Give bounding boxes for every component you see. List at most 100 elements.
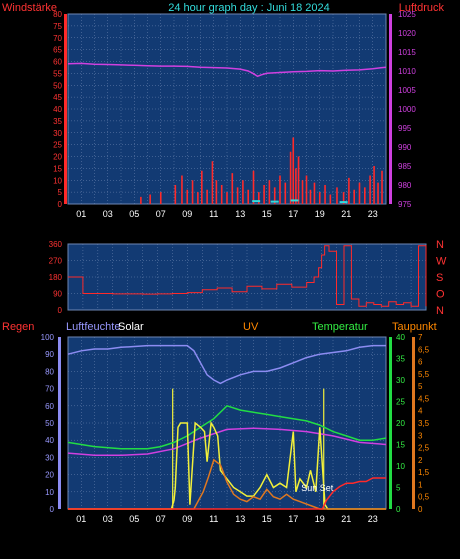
y-tick-label: 5 xyxy=(396,484,401,493)
y-tick-label: 10 xyxy=(45,488,54,497)
y-tick-label: 5 xyxy=(418,382,423,391)
y-tick-label: 40 xyxy=(396,333,405,342)
pressure-axis-bar xyxy=(389,14,392,204)
x-tick-label: 17 xyxy=(288,209,298,219)
y-tick-label: 1015 xyxy=(398,48,416,57)
y-tick-label: 180 xyxy=(49,273,63,282)
y-tick-label: 35 xyxy=(53,117,62,126)
temperature-axis-bar xyxy=(389,337,392,509)
y-tick-label: 3 xyxy=(418,431,423,440)
y-tick-label: 0 xyxy=(418,505,423,514)
y-tick-label: 10 xyxy=(53,176,62,185)
wind-axis-bar xyxy=(64,14,67,204)
x-tick-label: 01 xyxy=(76,514,86,524)
y-tick-label: 1 xyxy=(418,480,423,489)
y-tick-label: 1005 xyxy=(398,86,416,95)
x-tick-label: 21 xyxy=(341,209,351,219)
y-tick-label: 75 xyxy=(53,22,62,31)
y-tick-label: 40 xyxy=(53,105,62,114)
x-tick-label: 13 xyxy=(235,209,245,219)
y-tick-label: 4,5 xyxy=(418,394,430,403)
luftdruck-label: Luftdruck xyxy=(399,2,445,14)
direction-y-axis-ticks: 0 90 180 270 360 xyxy=(49,240,63,315)
x-tick-label: 13 xyxy=(235,514,245,524)
wind-direction-line xyxy=(68,245,427,307)
x-tick-label: 07 xyxy=(156,209,166,219)
y-tick-label: 20 xyxy=(53,153,62,162)
y-tick-label: 0 xyxy=(50,505,55,514)
compass-label: S xyxy=(436,272,443,284)
x-tick-label: 23 xyxy=(368,514,378,524)
x-tick-label: 21 xyxy=(341,514,351,524)
rain-line xyxy=(68,477,386,510)
taupunkt-label: Taupunkt xyxy=(392,321,437,333)
y-tick-label: 5,5 xyxy=(418,370,430,379)
y-tick-label: 60 xyxy=(45,402,54,411)
uv-label: UV xyxy=(243,321,259,333)
humidity-line xyxy=(67,344,386,385)
x-tick-label: 19 xyxy=(315,209,325,219)
x-tick-label: 03 xyxy=(103,209,113,219)
y-tick-label: 10 xyxy=(396,462,405,471)
x-tick-label: 15 xyxy=(262,209,272,219)
y-tick-label: 2,5 xyxy=(418,444,430,453)
wind-y-axis-ticks: 0 5 10 15 20 25 30 35 40 45 50 55 60 65 70 75 80 xyxy=(53,10,62,209)
y-tick-label: 100 xyxy=(41,333,55,342)
x-tick-label: 09 xyxy=(182,209,192,219)
pressure-line xyxy=(67,62,387,78)
pressure-y-axis-ticks: 975 980 985 990 995 1000 1005 1010 1015 1020 1025 xyxy=(398,10,416,209)
x-tick-label: 07 xyxy=(156,514,166,524)
x-tick-label: 11 xyxy=(209,209,218,219)
x-tick-label: 23 xyxy=(368,209,378,219)
dewpoint-line xyxy=(67,427,387,457)
y-tick-label: 50 xyxy=(53,81,62,90)
y-tick-label: 60 xyxy=(53,58,62,67)
x-tick-label: 01 xyxy=(76,209,86,219)
y-tick-label: 2 xyxy=(418,456,423,465)
y-tick-label: 1,5 xyxy=(418,468,430,477)
y-tick-label: 4 xyxy=(418,407,423,416)
y-tick-label: 0,5 xyxy=(418,493,430,502)
x-tick-label: 03 xyxy=(103,514,113,524)
y-tick-label: 15 xyxy=(53,164,62,173)
x-tick-label: 05 xyxy=(129,514,139,524)
y-tick-label: 20 xyxy=(45,471,54,480)
y-tick-label: 25 xyxy=(396,398,405,407)
y-tick-label: 30 xyxy=(53,129,62,138)
windstaerke-label: Windstärke xyxy=(2,2,57,14)
uv-line xyxy=(68,458,386,510)
temperature-line xyxy=(67,404,387,450)
humidity-y-axis-ticks: 0 10 20 30 40 50 60 70 80 90 100 xyxy=(41,333,55,514)
y-tick-label: 70 xyxy=(45,385,54,394)
multi-x-axis-ticks: 01 03 05 07 09 11 13 15 17 19 21 23 xyxy=(76,514,378,524)
x-tick-label: 11 xyxy=(209,514,218,524)
y-tick-label: 55 xyxy=(53,69,62,78)
y-tick-label: 35 xyxy=(396,355,405,364)
x-tick-label: 09 xyxy=(182,514,192,524)
temperature-y-axis-ticks: 0 5 10 15 20 25 30 35 40 xyxy=(396,333,405,514)
y-tick-label: 70 xyxy=(53,34,62,43)
y-tick-label: 20 xyxy=(396,419,405,428)
compass-label: W xyxy=(436,256,447,268)
luftfeuchte-label: Luftfeuchte xyxy=(66,321,120,333)
y-tick-label: 65 xyxy=(53,46,62,55)
sunset-annotation: Sun Set xyxy=(301,483,334,493)
y-tick-label: 990 xyxy=(398,143,412,152)
y-tick-label: 1025 xyxy=(398,10,416,19)
wind-bars xyxy=(140,137,383,204)
wind-gust-marks xyxy=(252,199,348,204)
x-tick-label: 19 xyxy=(315,514,325,524)
y-tick-label: 50 xyxy=(45,419,54,428)
y-tick-label: 6,5 xyxy=(418,345,430,354)
y-tick-label: 1020 xyxy=(398,29,416,38)
y-tick-label: 5 xyxy=(58,188,63,197)
compass-label: O xyxy=(436,289,445,301)
y-tick-label: 270 xyxy=(49,257,63,266)
y-tick-label: 7 xyxy=(418,333,423,342)
x-tick-label: 15 xyxy=(262,514,272,524)
